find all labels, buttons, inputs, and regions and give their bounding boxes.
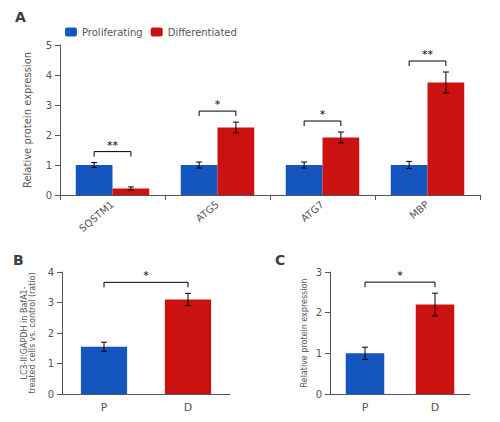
svg-text:P: P [101, 401, 108, 414]
svg-text:5: 5 [46, 40, 52, 51]
svg-text:ATG7: ATG7 [299, 199, 326, 224]
svg-text:0: 0 [48, 389, 54, 400]
svg-text:Relative protein expression: Relative protein expression [300, 279, 309, 388]
svg-text:D: D [431, 401, 439, 414]
svg-text:C: C [275, 252, 285, 268]
svg-text:*: * [320, 108, 326, 121]
svg-text:4: 4 [48, 267, 54, 278]
svg-text:ATG5: ATG5 [194, 199, 221, 224]
svg-text:LC3-II:GAPDH in BafA1-: LC3-II:GAPDH in BafA1- [19, 286, 29, 380]
svg-text:*: * [215, 98, 221, 111]
svg-text:**: ** [422, 48, 434, 61]
svg-text:2: 2 [46, 130, 52, 141]
svg-text:D: D [184, 401, 192, 414]
svg-text:**: ** [107, 139, 119, 152]
svg-text:Relative protein expression: Relative protein expression [22, 52, 33, 188]
svg-text:A: A [15, 9, 26, 25]
svg-text:*: * [397, 269, 403, 282]
svg-text:P: P [362, 401, 369, 414]
svg-text:4: 4 [46, 70, 52, 81]
svg-text:1: 1 [46, 160, 52, 171]
svg-text:treated cells vs. control (rat: treated cells vs. control (ratio) [28, 272, 37, 393]
svg-text:Differentiated: Differentiated [168, 27, 237, 38]
svg-text:3: 3 [316, 267, 322, 278]
svg-text:0: 0 [46, 190, 52, 201]
svg-text:2: 2 [316, 307, 322, 318]
svg-text:SQSTM1: SQSTM1 [77, 199, 116, 234]
svg-text:1: 1 [316, 348, 322, 359]
svg-text:3: 3 [46, 100, 52, 111]
svg-text:Proliferating: Proliferating [82, 27, 143, 38]
svg-text:B: B [13, 252, 24, 268]
svg-text:3: 3 [48, 297, 54, 308]
svg-text:*: * [143, 269, 149, 282]
svg-text:0: 0 [316, 389, 322, 400]
svg-text:MBP: MBP [407, 199, 431, 221]
svg-text:2: 2 [48, 328, 54, 339]
svg-text:1: 1 [48, 358, 54, 369]
